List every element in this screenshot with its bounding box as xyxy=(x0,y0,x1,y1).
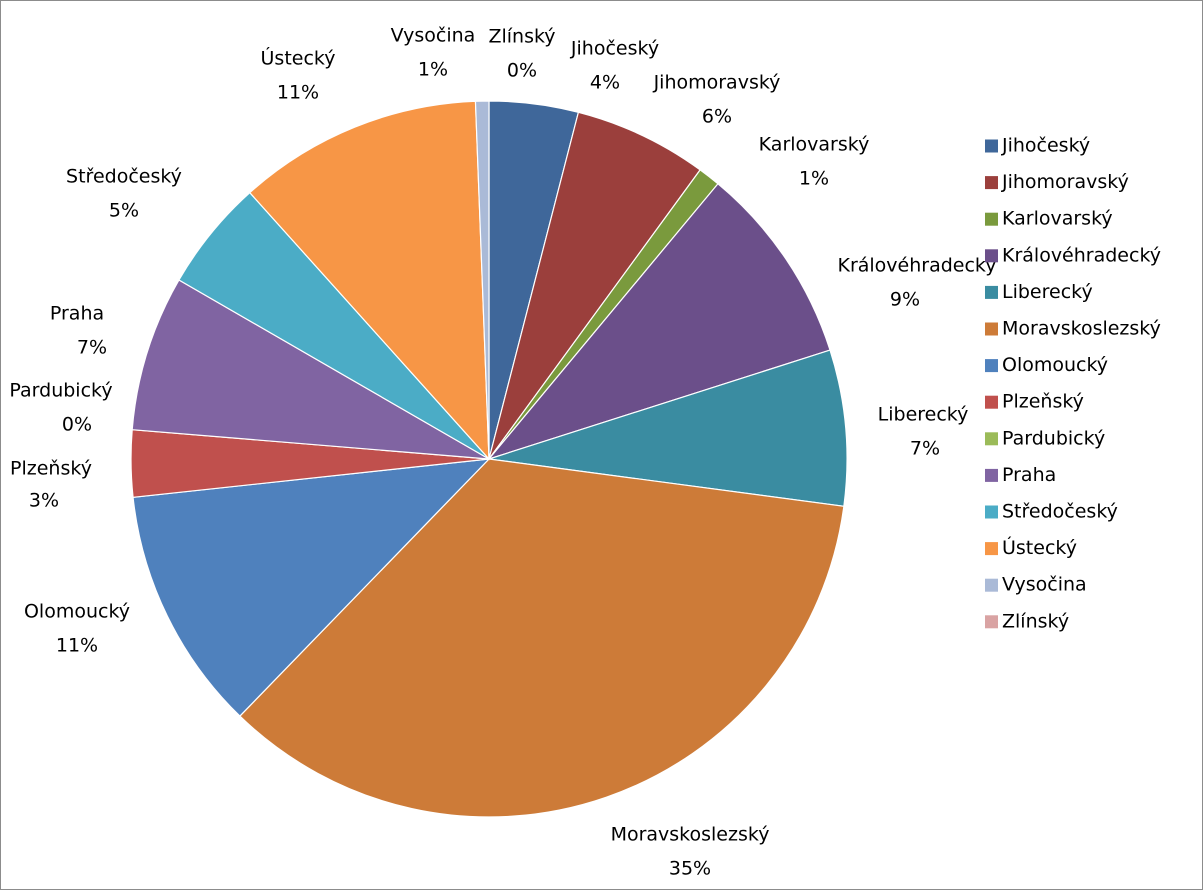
data-label-name-3: Královéhradecký xyxy=(837,255,996,277)
legend-label-5: Moravskoslezský xyxy=(1002,318,1161,340)
legend-label-12: Vysočina xyxy=(1002,574,1087,596)
legend-swatch-3 xyxy=(985,249,998,263)
data-label-value-7: 3% xyxy=(29,490,59,512)
legend-label-6: Olomoucký xyxy=(1002,354,1108,376)
legend-label-3: Královéhradecký xyxy=(1002,244,1161,266)
pie-slice-6 xyxy=(132,458,491,717)
data-label-value-12: 1% xyxy=(418,59,448,81)
pie-slice-5 xyxy=(239,458,845,818)
legend-swatch-12 xyxy=(985,578,998,592)
legend-label-7: Plzeňský xyxy=(1002,391,1084,413)
legend-label-9: Praha xyxy=(1002,464,1056,486)
data-label-name-0: Jihočeský xyxy=(570,38,659,60)
data-label-name-11: Ústecký xyxy=(261,46,336,70)
pie-slice-4 xyxy=(488,349,848,507)
pie-slice-12 xyxy=(474,100,490,460)
data-label-value-6: 11% xyxy=(56,635,98,657)
data-label-name-2: Karlovarský xyxy=(759,134,870,156)
data-label-name-8: Pardubický xyxy=(9,380,112,402)
legend-label-13: Zlínský xyxy=(1002,610,1069,632)
data-label-name-4: Liberecký xyxy=(878,404,969,426)
legend-swatch-5 xyxy=(985,322,998,336)
data-label-value-2: 1% xyxy=(799,168,829,190)
legend-swatch-9 xyxy=(985,468,998,482)
data-label-name-10: Středočeský xyxy=(66,166,182,188)
legend-swatch-2 xyxy=(985,212,998,226)
legend-swatch-0 xyxy=(985,139,998,153)
data-label-value-13: 0% xyxy=(507,60,537,82)
data-label-name-6: Olomoucký xyxy=(24,601,130,623)
legend-label-8: Pardubický xyxy=(1002,427,1105,449)
legend-swatch-13 xyxy=(985,615,998,629)
data-label-name-1: Jihomoravský xyxy=(653,72,781,94)
legend-swatch-1 xyxy=(985,176,998,190)
pie-slice-3 xyxy=(487,182,831,461)
legend-label-0: Jihočeský xyxy=(1001,135,1090,157)
legend-swatch-10 xyxy=(985,505,998,519)
legend-label-1: Jihomoravský xyxy=(1001,171,1129,193)
data-label-name-7: Plzeňský xyxy=(10,458,92,480)
legend-label-10: Středočeský xyxy=(1002,501,1118,523)
pie-slice-9 xyxy=(131,279,490,460)
data-label-value-3: 9% xyxy=(890,289,920,311)
pie-slices xyxy=(130,100,848,818)
pie-slice-11 xyxy=(248,100,490,461)
data-label-name-12: Vysočina xyxy=(391,25,476,47)
legend-swatch-4 xyxy=(985,285,998,299)
legend-swatch-7 xyxy=(985,395,998,409)
data-label-value-10: 5% xyxy=(109,200,139,222)
data-label-name-9: Praha xyxy=(50,303,104,325)
data-label-value-11: 11% xyxy=(277,82,319,104)
data-label-name-13: Zlínský xyxy=(488,26,555,48)
data-label-value-4: 7% xyxy=(910,438,940,460)
data-label-value-0: 4% xyxy=(590,72,620,94)
data-label-value-9: 7% xyxy=(77,337,107,359)
legend-label-11: Ústecký xyxy=(1002,535,1077,559)
legend-label-2: Karlovarský xyxy=(1002,208,1113,230)
data-label-value-1: 6% xyxy=(702,106,732,128)
data-labels: Jihočeský 4% Jihomoravský 6% Karlovarský 1% Kr… xyxy=(9,25,996,880)
pie-slice-1 xyxy=(488,111,701,460)
data-label-name-5: Moravskoslezský xyxy=(611,824,770,846)
legend-swatch-11 xyxy=(985,542,998,556)
data-label-value-5: 35% xyxy=(669,858,711,880)
legend-swatch-6 xyxy=(985,359,998,373)
legend: Jihočeský Jihomoravský Karlovarský Královéh… xyxy=(985,135,1161,632)
legend-label-4: Liberecký xyxy=(1002,281,1093,303)
data-label-value-8: 0% xyxy=(62,414,92,436)
legend-swatch-8 xyxy=(985,432,998,446)
